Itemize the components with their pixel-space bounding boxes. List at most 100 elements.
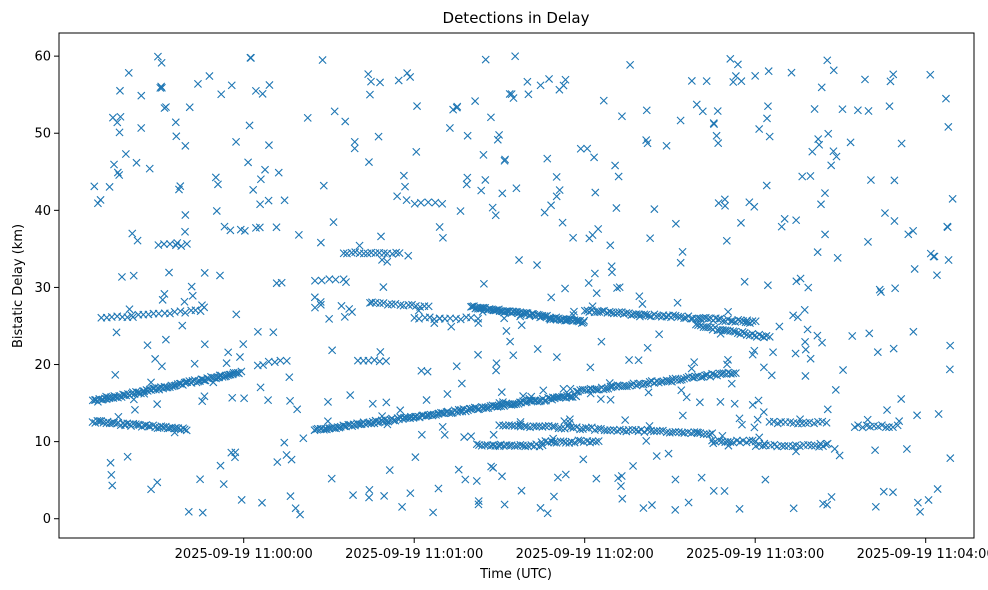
data-point (655, 330, 664, 339)
data-point (838, 105, 847, 114)
data-point (274, 168, 283, 177)
data-point (570, 438, 579, 447)
data-point (730, 399, 739, 408)
data-point (729, 327, 738, 336)
data-point (414, 306, 423, 315)
data-point (110, 160, 119, 169)
data-point (924, 495, 933, 504)
data-point (890, 217, 899, 225)
data-point (789, 311, 798, 320)
data-point (839, 366, 848, 375)
data-point (515, 256, 524, 265)
data-point (365, 493, 374, 502)
data-point (205, 72, 214, 81)
data-point (863, 415, 872, 424)
data-point (134, 388, 143, 397)
data-point (561, 75, 570, 84)
data-point (765, 132, 774, 141)
data-point (639, 504, 648, 513)
data-point (366, 77, 375, 86)
data-point (572, 316, 581, 325)
data-point (880, 209, 889, 218)
data-point (552, 353, 561, 362)
data-point (325, 275, 334, 284)
data-point (244, 158, 253, 167)
data-point (211, 173, 220, 182)
data-point (147, 378, 156, 387)
data-point (181, 308, 190, 317)
data-point (256, 383, 265, 392)
data-point (806, 172, 815, 180)
data-point (350, 137, 359, 146)
data-point (644, 388, 653, 397)
data-point (553, 473, 562, 482)
data-point (198, 397, 207, 406)
data-point (475, 441, 483, 450)
data-point (692, 100, 701, 109)
data-point (379, 249, 388, 258)
data-point (594, 437, 603, 446)
data-point (690, 358, 699, 367)
data-point (171, 423, 180, 432)
data-point (184, 507, 193, 516)
data-point (668, 428, 677, 437)
data-point (780, 214, 789, 223)
data-point (489, 430, 498, 439)
data-point (605, 307, 614, 316)
data-point (552, 172, 561, 181)
data-point (339, 249, 348, 258)
data-point (667, 377, 676, 386)
data-point (904, 230, 913, 239)
data-point (734, 315, 743, 324)
data-point (678, 247, 687, 256)
data-point (567, 437, 576, 446)
data-point (159, 422, 168, 431)
data-point (113, 168, 122, 177)
data-point (285, 373, 294, 382)
data-point (654, 378, 663, 387)
data-point (569, 233, 578, 242)
data-point (789, 504, 798, 513)
data-point (140, 387, 149, 396)
data-point (216, 271, 224, 280)
data-point (662, 428, 671, 437)
data-point (652, 427, 661, 436)
data-point (615, 283, 624, 292)
data-point (489, 463, 498, 472)
data-point (858, 423, 867, 432)
data-point (512, 184, 521, 193)
data-point (237, 367, 246, 376)
data-point (605, 379, 614, 388)
data-point (677, 386, 686, 395)
data-point (129, 395, 138, 404)
data-point (727, 379, 736, 388)
data-point (684, 498, 693, 507)
data-point (313, 424, 322, 433)
data-point (251, 86, 260, 95)
data-point (808, 147, 817, 156)
data-point (172, 132, 181, 141)
data-point (743, 318, 752, 327)
data-point (827, 161, 836, 170)
data-point (635, 312, 644, 321)
data-point (733, 60, 742, 69)
data-point (282, 451, 291, 460)
data-point (871, 502, 880, 511)
data-point (691, 320, 700, 329)
data-point (891, 284, 900, 293)
data-point (507, 400, 516, 409)
data-point (557, 424, 566, 433)
data-point (716, 397, 725, 406)
data-point (586, 389, 595, 398)
data-point (516, 440, 525, 449)
data-point (198, 508, 207, 517)
data-point (885, 423, 893, 432)
data-point (559, 384, 568, 393)
data-point (474, 500, 483, 509)
data-point (642, 310, 651, 319)
data-point (364, 70, 373, 79)
data-point (646, 234, 655, 243)
data-point (491, 402, 500, 411)
data-point (607, 262, 616, 271)
